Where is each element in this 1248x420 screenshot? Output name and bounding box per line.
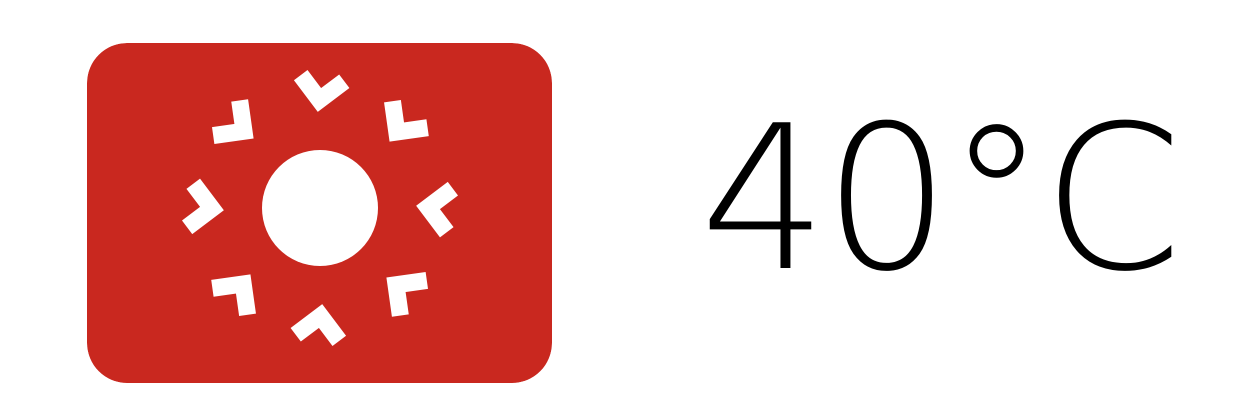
sun-icon (87, 43, 552, 383)
sun-circle (262, 150, 378, 266)
sun-rays (181, 69, 459, 347)
heat-ray-2 (384, 100, 429, 142)
heat-ray-7 (181, 178, 224, 235)
heat-ray-1 (293, 69, 350, 112)
temperature-reading: 40°C (700, 83, 1182, 316)
heat-ray-8 (212, 99, 254, 144)
heat-ray-3 (416, 181, 459, 238)
heat-ray-5 (290, 304, 347, 347)
heat-ray-4 (386, 272, 428, 317)
heat-ray-6 (211, 274, 256, 316)
heat-warning-icon (87, 43, 552, 383)
